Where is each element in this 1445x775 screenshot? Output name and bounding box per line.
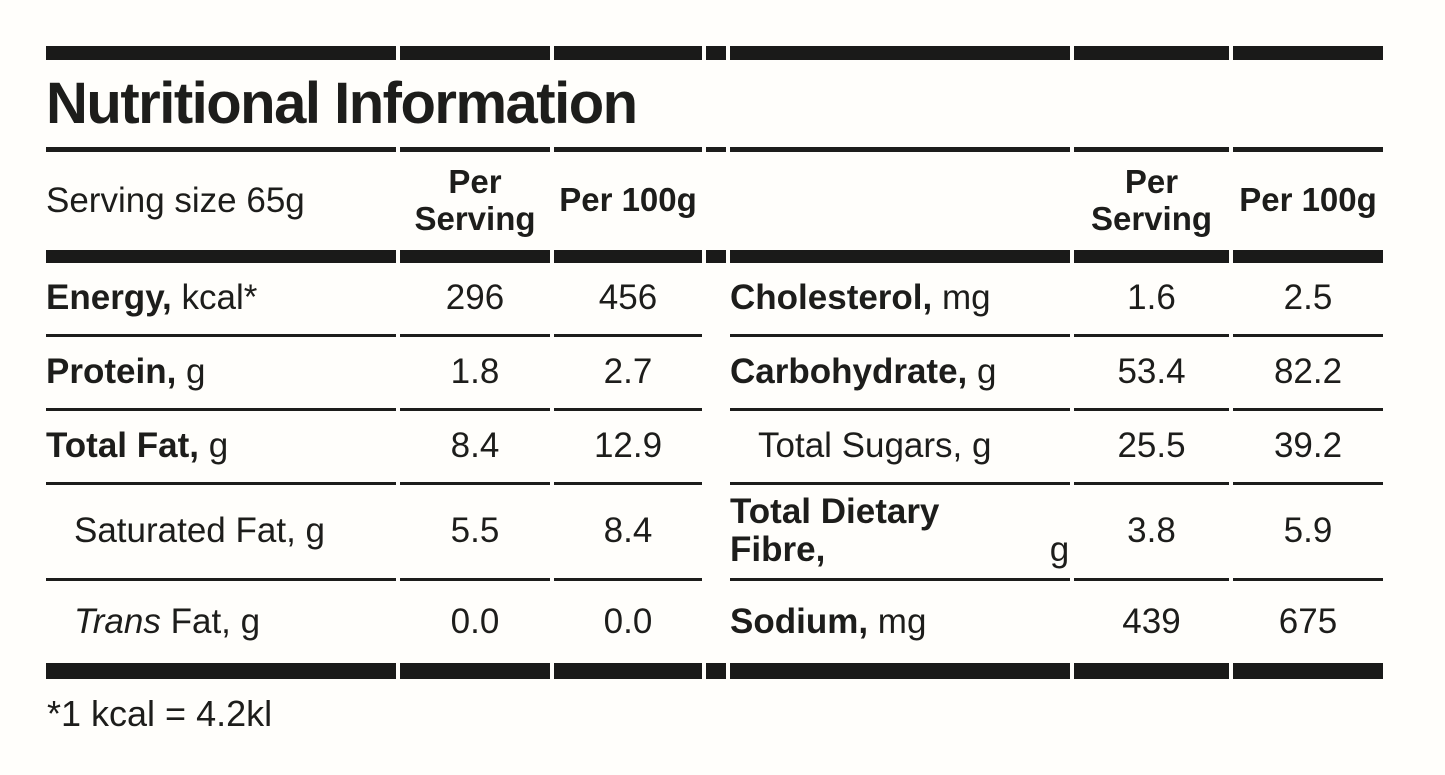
dietary-fibre-per-100g: 5.9 bbox=[1233, 485, 1383, 581]
saturated-fat-per-100g: 8.4 bbox=[554, 485, 702, 581]
nutrient-total-sugars: Total Sugars, g bbox=[730, 411, 1070, 485]
column-gap bbox=[706, 152, 726, 250]
column-gap bbox=[706, 337, 726, 411]
kcal-footnote: *1 kcal = 4.2kl bbox=[47, 692, 273, 734]
table-row: Trans Fat, g 0.0 0.0 Sodium, mg 439 675 bbox=[46, 581, 1383, 663]
title-divider bbox=[46, 146, 1383, 152]
total-fat-per-100g: 12.9 bbox=[554, 411, 702, 485]
header-divider bbox=[46, 249, 1383, 263]
protein-per-serving: 1.8 bbox=[400, 337, 550, 411]
col-header-per-serving-right: Per Serving bbox=[1090, 162, 1213, 237]
energy-per-serving: 296 bbox=[400, 263, 550, 337]
header-row: Serving size 65g Per Serving Per 100g Pe… bbox=[46, 152, 1383, 250]
title-row: Nutritional Information bbox=[46, 60, 1383, 147]
col-header-per-100g-right: Per 100g bbox=[1239, 181, 1377, 219]
column-gap bbox=[706, 263, 726, 337]
bottom-divider bbox=[46, 662, 1383, 679]
nutrient-carbohydrate: Carbohydrate, g bbox=[730, 337, 1070, 411]
nutrition-label: Nutritional Information Serving size 65g… bbox=[42, 46, 1387, 734]
table-row: Energy, kcal* 296 456 Cholesterol, mg 1.… bbox=[46, 263, 1383, 337]
sodium-per-serving: 439 bbox=[1122, 601, 1181, 641]
column-gap bbox=[706, 581, 726, 663]
total-sugars-per-serving: 25.5 bbox=[1074, 411, 1229, 485]
top-divider bbox=[46, 46, 1383, 60]
nutrient-cholesterol: Cholesterol, mg bbox=[730, 263, 1070, 337]
nutrition-table: Nutritional Information Serving size 65g… bbox=[42, 46, 1387, 679]
carbohydrate-per-100g: 82.2 bbox=[1233, 337, 1383, 411]
nutrient-sodium: Sodium, mg bbox=[730, 601, 927, 641]
header-spacer bbox=[730, 152, 1070, 250]
total-sugars-per-100g: 39.2 bbox=[1233, 411, 1383, 485]
page-title: Nutritional Information bbox=[46, 71, 638, 136]
nutrient-energy: Energy, kcal* bbox=[46, 263, 396, 337]
total-fat-per-serving: 8.4 bbox=[400, 411, 550, 485]
cholesterol-per-100g: 2.5 bbox=[1233, 263, 1383, 337]
nutrient-trans-fat: Trans Fat, g bbox=[74, 601, 261, 641]
nutrient-protein: Protein, g bbox=[46, 337, 396, 411]
dietary-fibre-per-serving: 3.8 bbox=[1074, 485, 1229, 581]
trans-fat-per-serving: 0.0 bbox=[450, 601, 500, 641]
nutrient-saturated-fat: Saturated Fat, g bbox=[46, 485, 396, 581]
column-gap bbox=[706, 485, 726, 581]
table-row: Total Fat, g 8.4 12.9 Total Sugars, g 25… bbox=[46, 411, 1383, 485]
sodium-per-100g: 675 bbox=[1278, 601, 1338, 641]
serving-size-label: Serving size 65g bbox=[46, 180, 305, 220]
carbohydrate-per-serving: 53.4 bbox=[1074, 337, 1229, 411]
column-gap bbox=[706, 411, 726, 485]
table-row: Protein, g 1.8 2.7 Carbohydrate, g 53.4 … bbox=[46, 337, 1383, 411]
saturated-fat-per-serving: 5.5 bbox=[400, 485, 550, 581]
col-header-per-serving-left: Per Serving bbox=[414, 162, 536, 237]
nutrient-total-fat: Total Fat, g bbox=[46, 411, 396, 485]
cholesterol-per-serving: 1.6 bbox=[1074, 263, 1229, 337]
protein-per-100g: 2.7 bbox=[554, 337, 702, 411]
trans-fat-per-100g: 0.0 bbox=[603, 601, 653, 641]
nutrient-dietary-fibre: Total Dietary Fibre, g bbox=[730, 485, 1070, 581]
table-row: Saturated Fat, g 5.5 8.4 Total Dietary F… bbox=[46, 485, 1383, 581]
col-header-per-100g-left: Per 100g bbox=[559, 181, 697, 219]
energy-per-100g: 456 bbox=[554, 263, 702, 337]
